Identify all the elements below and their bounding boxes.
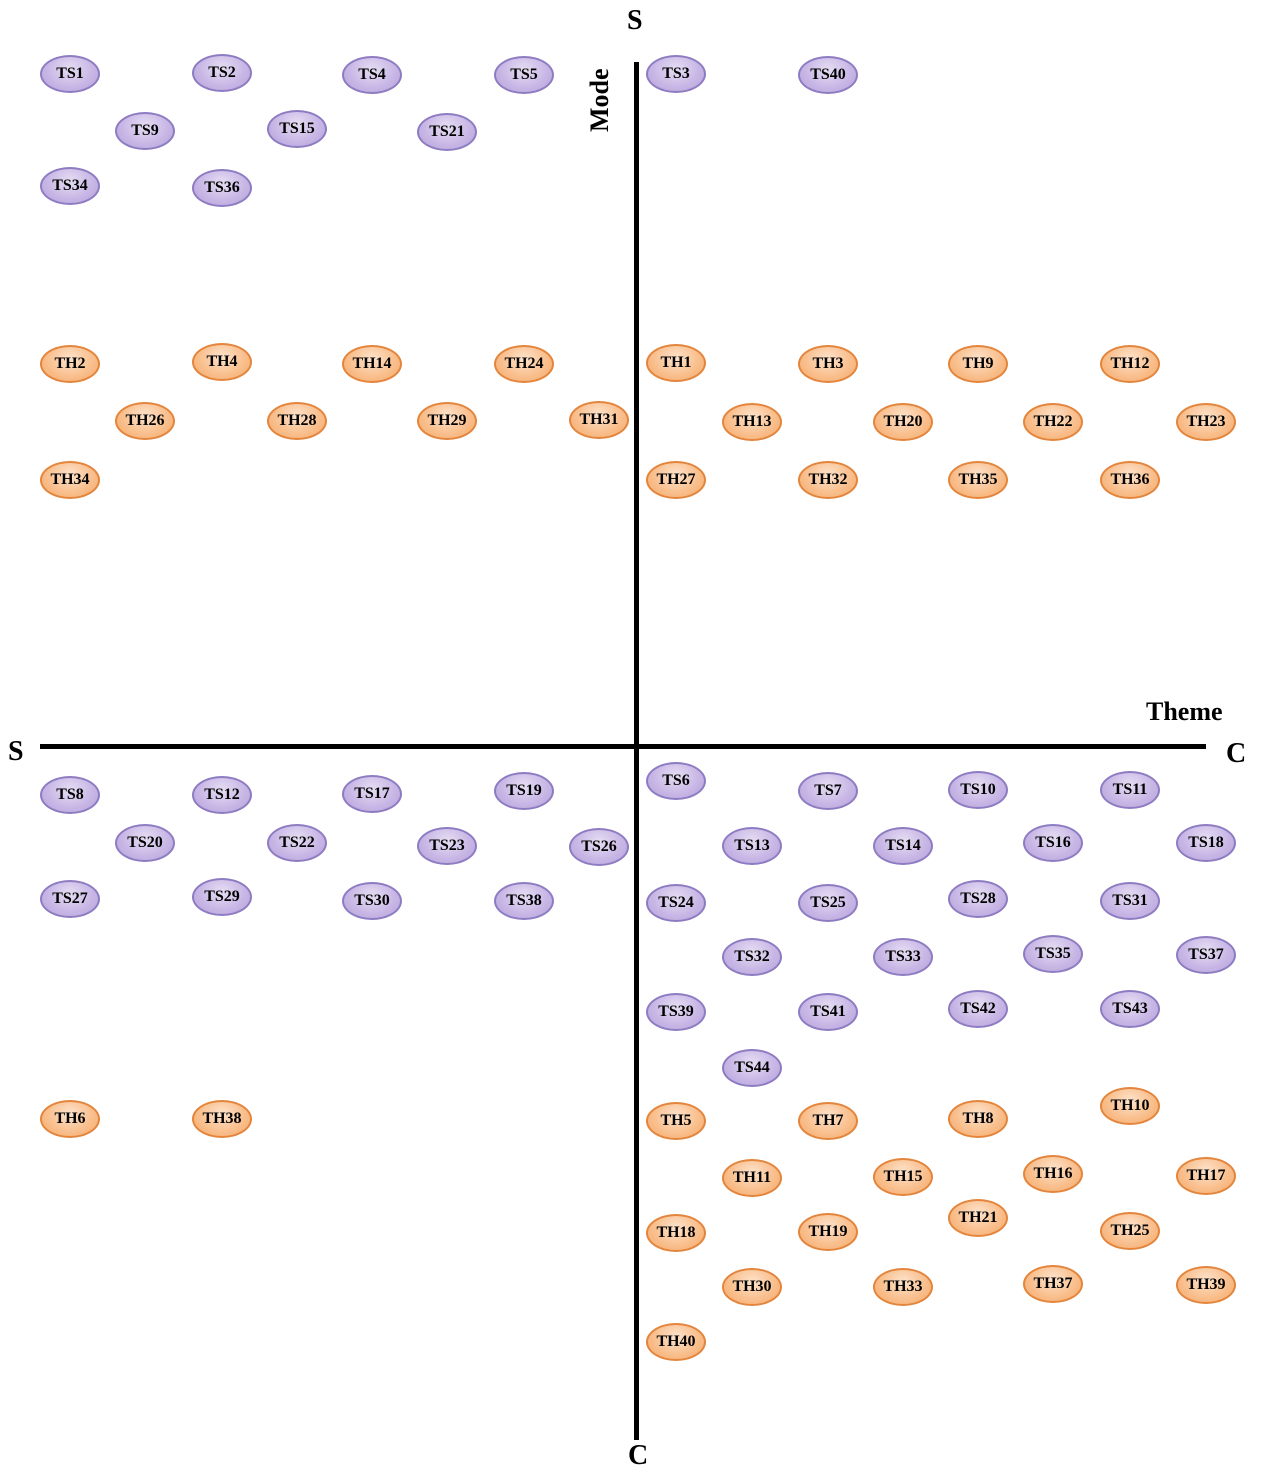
vertical-axis-name: Mode	[585, 68, 614, 132]
node-ts28: TS28	[948, 880, 1008, 918]
node-ts2: TS2	[192, 54, 252, 92]
node-th25: TH25	[1100, 1212, 1160, 1250]
horizontal-axis-name: Theme	[1146, 697, 1223, 726]
node-ts4: TS4	[342, 56, 402, 94]
node-th1: TH1	[646, 344, 706, 382]
node-th21: TH21	[948, 1199, 1008, 1237]
node-th9: TH9	[948, 345, 1008, 383]
node-ts35: TS35	[1023, 935, 1083, 973]
node-ts39: TS39	[646, 993, 706, 1031]
node-ts27: TS27	[40, 880, 100, 918]
node-ts32: TS32	[722, 938, 782, 976]
node-th34: TH34	[40, 461, 100, 499]
node-th3: TH3	[798, 345, 858, 383]
node-ts17: TS17	[342, 775, 402, 813]
node-th37: TH37	[1023, 1265, 1083, 1303]
node-th33: TH33	[873, 1268, 933, 1306]
node-ts34: TS34	[40, 167, 100, 205]
node-ts25: TS25	[798, 884, 858, 922]
node-th17: TH17	[1176, 1157, 1236, 1195]
node-th31: TH31	[569, 401, 629, 439]
node-ts44: TS44	[722, 1049, 782, 1087]
node-th12: TH12	[1100, 345, 1160, 383]
node-th20: TH20	[873, 403, 933, 441]
node-th24: TH24	[494, 345, 554, 383]
node-ts22: TS22	[267, 824, 327, 862]
node-ts26: TS26	[569, 828, 629, 866]
node-th2: TH2	[40, 345, 100, 383]
node-ts18: TS18	[1176, 824, 1236, 862]
node-ts15: TS15	[267, 110, 327, 148]
node-th27: TH27	[646, 461, 706, 499]
node-ts16: TS16	[1023, 824, 1083, 862]
node-th15: TH15	[873, 1158, 933, 1196]
node-th11: TH11	[722, 1159, 782, 1197]
node-th35: TH35	[948, 461, 1008, 499]
node-ts36: TS36	[192, 169, 252, 207]
node-ts6: TS6	[646, 762, 706, 800]
node-ts1: TS1	[40, 55, 100, 93]
horizontal-axis	[40, 744, 1206, 749]
node-th40: TH40	[646, 1323, 706, 1361]
node-th22: TH22	[1023, 403, 1083, 441]
node-th29: TH29	[417, 402, 477, 440]
node-ts31: TS31	[1100, 882, 1160, 920]
node-th18: TH18	[646, 1214, 706, 1252]
node-ts38: TS38	[494, 882, 554, 920]
node-ts42: TS42	[948, 990, 1008, 1028]
node-th8: TH8	[948, 1100, 1008, 1138]
node-th19: TH19	[798, 1213, 858, 1251]
node-ts23: TS23	[417, 827, 477, 865]
node-th26: TH26	[115, 402, 175, 440]
node-th13: TH13	[722, 403, 782, 441]
vertical-axis	[634, 62, 639, 1440]
node-ts13: TS13	[722, 827, 782, 865]
node-th14: TH14	[342, 345, 402, 383]
node-ts41: TS41	[798, 993, 858, 1031]
node-ts7: TS7	[798, 772, 858, 810]
node-ts19: TS19	[494, 772, 554, 810]
node-ts43: TS43	[1100, 990, 1160, 1028]
node-th30: TH30	[722, 1268, 782, 1306]
horizontal-axis-right-label: C	[1226, 738, 1247, 769]
node-ts20: TS20	[115, 824, 175, 862]
node-ts8: TS8	[40, 776, 100, 814]
node-ts9: TS9	[115, 112, 175, 150]
node-th5: TH5	[646, 1102, 706, 1140]
node-th38: TH38	[192, 1100, 252, 1138]
node-ts11: TS11	[1100, 771, 1160, 809]
node-ts14: TS14	[873, 827, 933, 865]
node-th36: TH36	[1100, 461, 1160, 499]
node-ts10: TS10	[948, 771, 1008, 809]
node-th39: TH39	[1176, 1266, 1236, 1304]
node-ts29: TS29	[192, 878, 252, 916]
node-ts37: TS37	[1176, 936, 1236, 974]
node-th4: TH4	[192, 343, 252, 381]
node-th7: TH7	[798, 1102, 858, 1140]
node-th28: TH28	[267, 402, 327, 440]
node-th32: TH32	[798, 461, 858, 499]
node-ts33: TS33	[873, 938, 933, 976]
node-ts3: TS3	[646, 55, 706, 93]
vertical-axis-bottom-label: C	[628, 1440, 649, 1471]
node-ts5: TS5	[494, 56, 554, 94]
node-th23: TH23	[1176, 403, 1236, 441]
node-th16: TH16	[1023, 1155, 1083, 1193]
node-ts30: TS30	[342, 882, 402, 920]
vertical-axis-top-label: S	[627, 5, 643, 36]
node-th10: TH10	[1100, 1087, 1160, 1125]
node-ts40: TS40	[798, 56, 858, 94]
node-th6: TH6	[40, 1100, 100, 1138]
node-ts12: TS12	[192, 776, 252, 814]
node-ts21: TS21	[417, 113, 477, 151]
node-ts24: TS24	[646, 884, 706, 922]
horizontal-axis-left-label: S	[8, 736, 24, 767]
